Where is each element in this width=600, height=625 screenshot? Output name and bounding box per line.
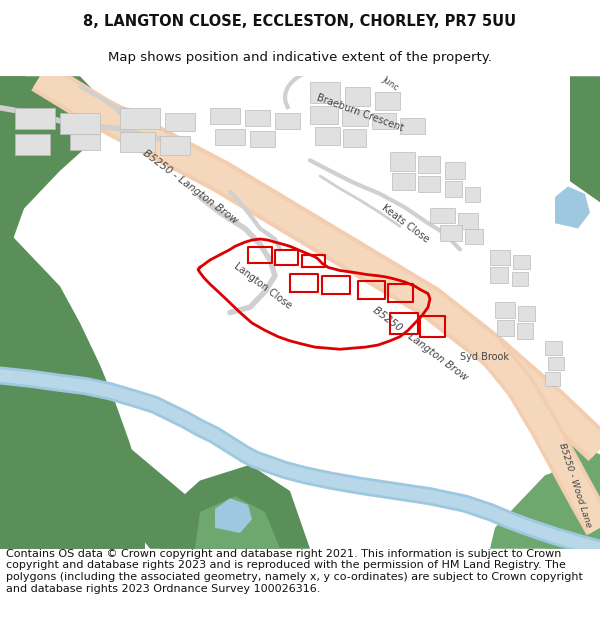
Text: Langton Close: Langton Close bbox=[232, 261, 294, 311]
Polygon shape bbox=[315, 127, 340, 144]
Text: B5250 - Langton Brow: B5250 - Langton Brow bbox=[371, 305, 469, 383]
Text: Junc: Junc bbox=[380, 75, 400, 92]
Polygon shape bbox=[390, 152, 415, 171]
Polygon shape bbox=[490, 249, 510, 265]
Text: Contains OS data © Crown copyright and database right 2021. This information is : Contains OS data © Crown copyright and d… bbox=[6, 549, 583, 594]
Polygon shape bbox=[490, 268, 508, 283]
Polygon shape bbox=[418, 156, 440, 173]
Polygon shape bbox=[465, 229, 483, 244]
Polygon shape bbox=[545, 372, 560, 386]
Polygon shape bbox=[548, 357, 564, 370]
Polygon shape bbox=[215, 129, 245, 144]
Polygon shape bbox=[0, 223, 145, 549]
Polygon shape bbox=[245, 110, 270, 126]
Text: Map shows position and indicative extent of the property.: Map shows position and indicative extent… bbox=[108, 51, 492, 64]
Polygon shape bbox=[0, 76, 70, 339]
Polygon shape bbox=[372, 113, 396, 129]
Polygon shape bbox=[517, 323, 533, 339]
Polygon shape bbox=[0, 339, 140, 549]
Polygon shape bbox=[375, 92, 400, 110]
Text: B5250 - Wood Lane: B5250 - Wood Lane bbox=[557, 442, 593, 529]
Polygon shape bbox=[445, 162, 465, 179]
Polygon shape bbox=[465, 186, 480, 202]
Polygon shape bbox=[275, 113, 300, 129]
Polygon shape bbox=[392, 173, 415, 189]
Polygon shape bbox=[0, 339, 250, 549]
Polygon shape bbox=[490, 465, 600, 549]
Polygon shape bbox=[250, 131, 275, 147]
Polygon shape bbox=[120, 107, 160, 129]
Polygon shape bbox=[215, 498, 252, 533]
Polygon shape bbox=[160, 465, 310, 549]
Polygon shape bbox=[195, 496, 280, 549]
Polygon shape bbox=[445, 181, 462, 197]
Polygon shape bbox=[342, 110, 368, 126]
Polygon shape bbox=[430, 208, 455, 223]
Polygon shape bbox=[345, 87, 370, 106]
Polygon shape bbox=[165, 113, 195, 131]
Polygon shape bbox=[418, 176, 440, 192]
Polygon shape bbox=[15, 134, 50, 155]
Polygon shape bbox=[310, 81, 340, 102]
Text: B5250 - Langton Brow: B5250 - Langton Brow bbox=[141, 148, 239, 226]
Polygon shape bbox=[120, 132, 155, 152]
Polygon shape bbox=[512, 271, 528, 286]
Text: Braeburn Crescent: Braeburn Crescent bbox=[315, 92, 405, 133]
Polygon shape bbox=[0, 339, 145, 549]
Polygon shape bbox=[0, 76, 110, 255]
Polygon shape bbox=[570, 76, 600, 202]
Polygon shape bbox=[400, 118, 425, 134]
Polygon shape bbox=[497, 320, 514, 336]
Polygon shape bbox=[555, 186, 590, 229]
Polygon shape bbox=[210, 107, 240, 124]
Polygon shape bbox=[545, 444, 600, 549]
Polygon shape bbox=[518, 306, 535, 321]
Polygon shape bbox=[15, 107, 55, 129]
Polygon shape bbox=[495, 302, 515, 318]
Polygon shape bbox=[513, 255, 530, 269]
Polygon shape bbox=[160, 136, 190, 155]
Polygon shape bbox=[343, 129, 366, 147]
Polygon shape bbox=[458, 213, 478, 229]
Polygon shape bbox=[310, 106, 338, 124]
Text: Keats Close: Keats Close bbox=[379, 202, 431, 244]
Text: Syd Brook: Syd Brook bbox=[460, 352, 509, 362]
Polygon shape bbox=[545, 341, 562, 354]
Polygon shape bbox=[70, 134, 100, 150]
Polygon shape bbox=[440, 226, 462, 241]
Polygon shape bbox=[60, 113, 100, 134]
Text: 8, LANGTON CLOSE, ECCLESTON, CHORLEY, PR7 5UU: 8, LANGTON CLOSE, ECCLESTON, CHORLEY, PR… bbox=[83, 14, 517, 29]
